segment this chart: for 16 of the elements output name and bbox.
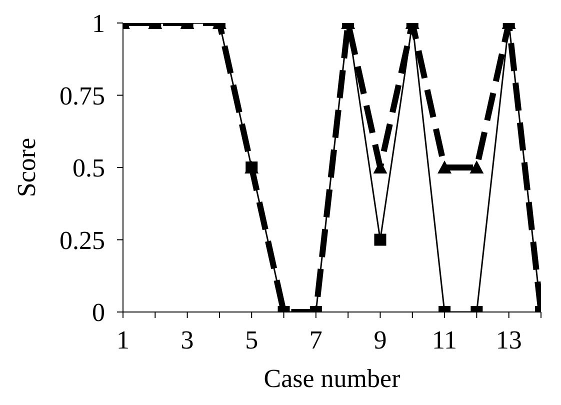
- y-tick-label: 0.5: [72, 154, 105, 183]
- x-tick-label: 13: [496, 325, 522, 354]
- point: [438, 160, 452, 174]
- y-tick-label: 1: [92, 9, 105, 38]
- y-axis-title: Score: [12, 138, 42, 198]
- x-tick-label: 5: [245, 325, 258, 354]
- x-tick-label: 11: [432, 325, 458, 354]
- x-axis-title: Case number: [264, 364, 401, 393]
- y-tick-label: 0.75: [60, 81, 105, 110]
- x-tick-label: 1: [116, 325, 130, 354]
- point: [470, 160, 484, 174]
- y-tick-label: 0: [92, 298, 105, 328]
- x-tick-label: 9: [374, 325, 387, 354]
- x-tick-label: 7: [309, 325, 322, 354]
- x-tick-label: 3: [180, 325, 194, 354]
- y-tick-label: 0.25: [60, 226, 105, 255]
